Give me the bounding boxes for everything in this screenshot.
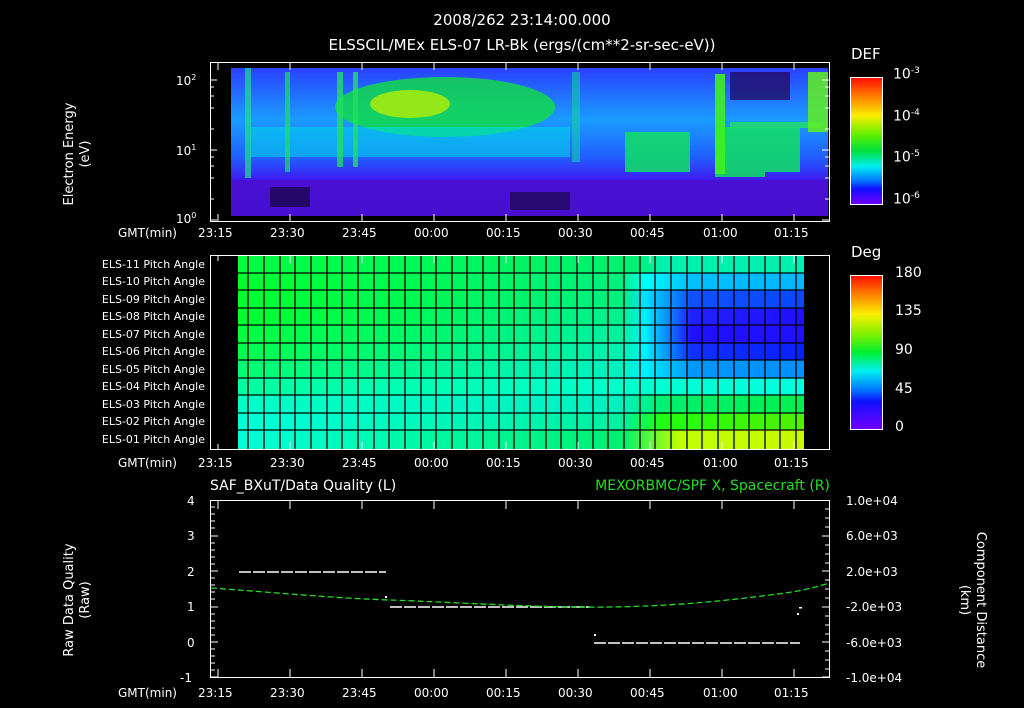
quality-ytick: 4 — [187, 494, 195, 508]
distance-ytick: -1.0e+04 — [846, 671, 903, 685]
x-axis-label: GMT(min) — [118, 686, 177, 700]
plot-timestamp: 2008/262 23:14:00.000 — [433, 11, 611, 29]
data-quality-plot — [210, 500, 831, 678]
data-quality-series — [239, 571, 800, 644]
distance-ytick: -6.0e+03 — [846, 636, 903, 650]
plot-subtitle: ELSSCIL/MEx ELS-07 LR-Bk (ergs/(cm**2-sr… — [328, 36, 716, 54]
pitch-angle-row-labels: ELS-11 Pitch Angle ELS-10 Pitch Angle EL… — [101, 258, 205, 446]
deg-colorbar-title: Deg — [851, 243, 882, 261]
right-series-title: MEXORBMC/SPF X, Spacecraft (R) — [595, 478, 830, 494]
def-colorbar-tick: 10-4 — [893, 108, 920, 125]
x-axis-label: GMT(min) — [118, 226, 177, 240]
data-quality-ylabel: Raw Data Quality (Raw) — [62, 543, 93, 657]
def-colorbar-title: DEF — [851, 45, 881, 63]
quality-ytick: 3 — [187, 529, 195, 543]
energy-ylabel: Electron Energy (eV) — [62, 102, 93, 206]
deg-colorbar-tick: 45 — [895, 381, 913, 397]
deg-colorbar-tick: 90 — [895, 342, 913, 358]
spectrogram-plot — [210, 62, 830, 222]
deg-colorbar — [850, 275, 883, 430]
quality-ytick: -1 — [180, 671, 192, 685]
energy-ytick: 100 — [176, 211, 197, 226]
quality-ytick: 0 — [187, 636, 195, 650]
deg-colorbar-tick: 0 — [895, 419, 904, 435]
pitch-angle-grid — [210, 255, 830, 450]
distance-ytick: -2.0e+03 — [846, 600, 903, 614]
left-series-title: SAF_BXuT/Data Quality (L) — [210, 478, 397, 494]
energy-ytick: 102 — [176, 73, 197, 88]
quality-ytick: 1 — [187, 600, 195, 614]
distance-ylabel: Component Distance (km) — [957, 531, 988, 669]
x-axis-label: GMT(min) — [118, 456, 177, 470]
distance-ytick: 2.0e+03 — [846, 565, 898, 579]
distance-ytick: 1.0e+04 — [846, 494, 898, 508]
deg-colorbar-tick: 180 — [895, 265, 922, 281]
def-colorbar — [850, 77, 883, 205]
def-colorbar-tick: 10-3 — [893, 66, 920, 83]
def-colorbar-tick: 10-5 — [893, 149, 920, 166]
distance-ytick: 6.0e+03 — [846, 529, 898, 543]
deg-colorbar-tick: 135 — [895, 303, 922, 319]
def-colorbar-tick: 10-6 — [893, 191, 920, 208]
spacecraft-x-series — [210, 582, 831, 608]
quality-ytick: 2 — [187, 565, 195, 579]
energy-ytick: 101 — [176, 143, 197, 158]
